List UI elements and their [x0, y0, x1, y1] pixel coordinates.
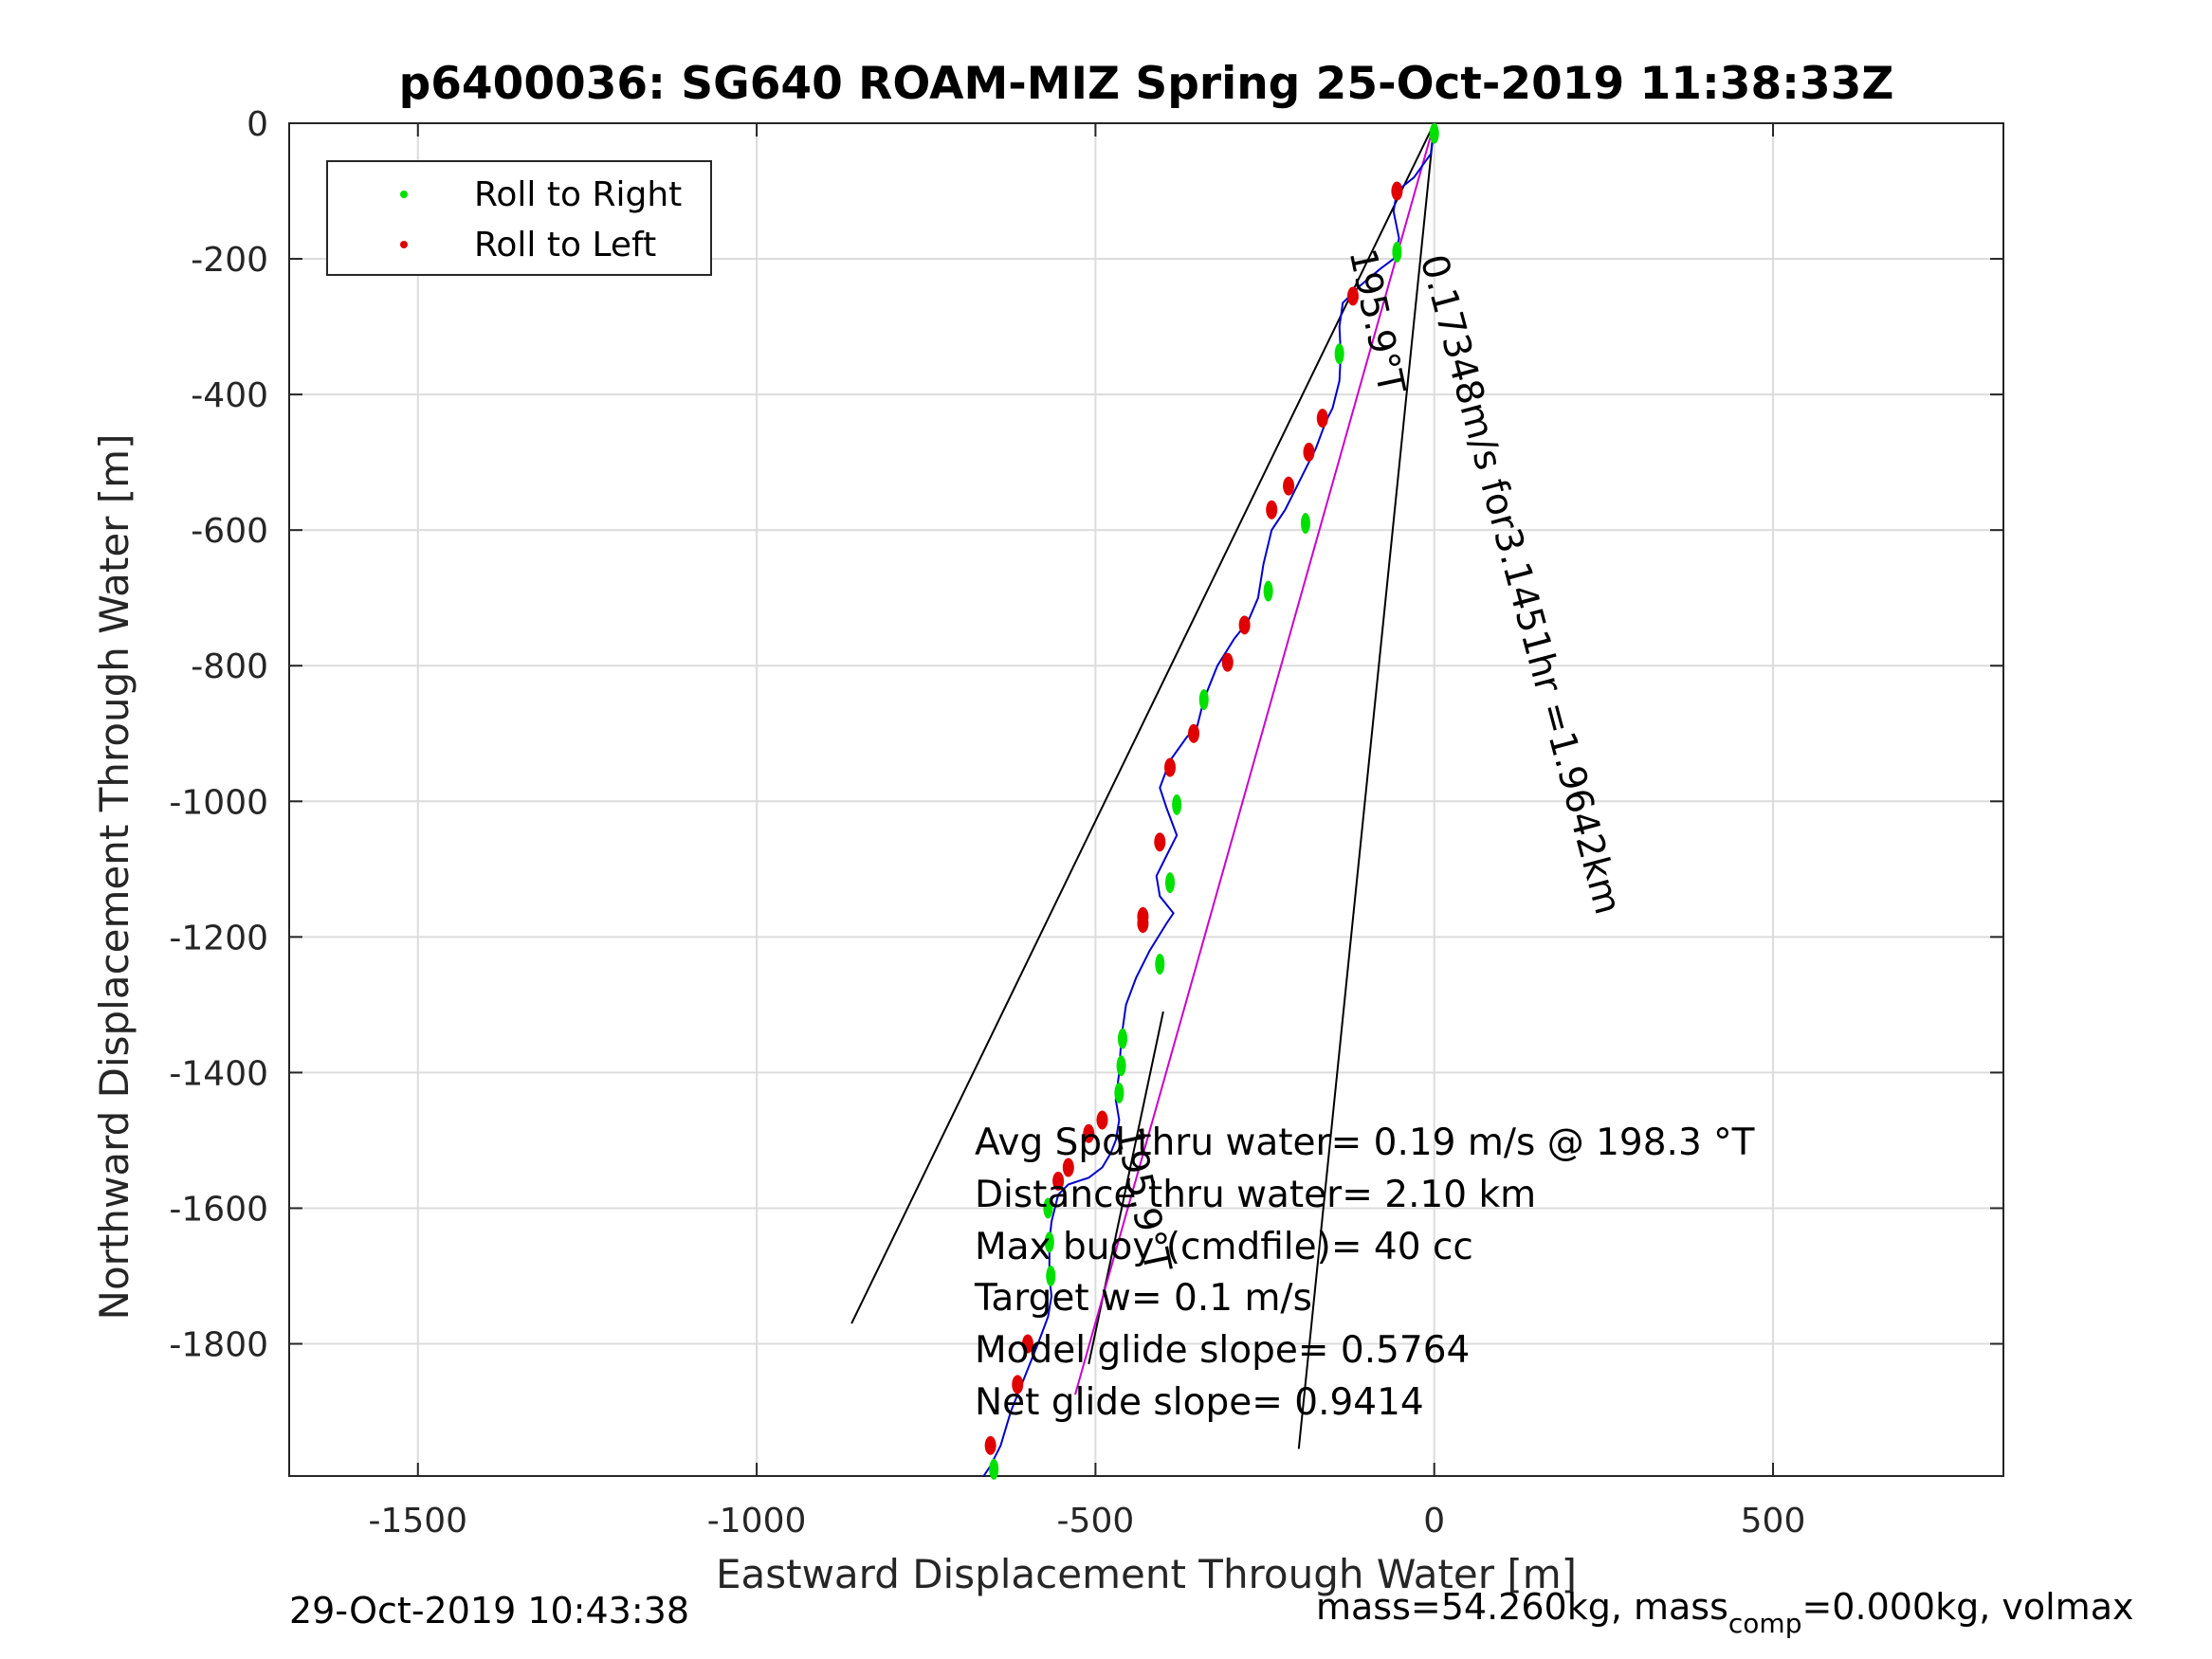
roll-left-point	[1316, 409, 1328, 428]
roll-right-point	[1429, 122, 1439, 144]
y-tick-label: -400	[191, 376, 268, 415]
roll-right-point	[1114, 1082, 1124, 1103]
model-glide-line	[1074, 122, 1435, 1395]
plot-area-frame	[288, 122, 2004, 1477]
roll-left-point	[1303, 442, 1315, 462]
roll-left-point	[1188, 723, 1200, 743]
y-tick-label: -800	[191, 647, 268, 686]
y-tick-label: -1400	[169, 1054, 268, 1093]
roll-right-point	[1116, 1055, 1126, 1077]
track-line	[982, 122, 1435, 1477]
roll-left-point	[1137, 914, 1149, 934]
annotation-target-w: Target w= 0.1 m/s	[974, 1277, 1312, 1320]
roll-left-point	[1083, 1123, 1095, 1143]
y-tick-label: -600	[191, 512, 268, 551]
roll-left-point	[1164, 757, 1177, 777]
roll-left-point	[1238, 615, 1251, 635]
roll-right-point	[989, 1458, 999, 1480]
roll-right-point	[1155, 953, 1165, 975]
y-tick-label: 0	[247, 105, 268, 144]
legend: Roll to Right Roll to Left	[326, 160, 712, 276]
line-label: 0.17348m/s for3.1451hr =1.9642km	[1412, 250, 1629, 919]
roll-right-point	[1334, 343, 1344, 365]
y-tick-label: -1000	[169, 783, 268, 822]
x-axis-label: Eastward Displacement Through Water [m]	[716, 1551, 1577, 1597]
roll-left-point	[1266, 500, 1278, 520]
axis-ticks: -1500 -1000 -500 0 500 0 -200 -400 -600 -800 -1000…	[169, 105, 2003, 1540]
roll-right-point	[1263, 580, 1273, 602]
roll-left-point	[1052, 1171, 1065, 1191]
x-tick-label: -500	[1057, 1502, 1135, 1540]
footer-timestamp: 29-Oct-2019 10:43:38	[289, 1590, 689, 1632]
footer-mass-info: mass=54.260kg, masscomp=0.000kg, volmax	[1316, 1586, 2133, 1639]
legend-marker-roll-right	[400, 191, 408, 198]
roll-right-point	[1198, 688, 1209, 710]
x-tick-label: -1000	[707, 1502, 807, 1540]
y-axis-label: Northward Displacement Through Water [m]	[91, 434, 137, 1321]
footer-mass-suffix: =0.000kg, volmax	[1801, 1586, 2133, 1628]
roll-left-point	[1346, 286, 1359, 306]
x-tick-label: 500	[1741, 1502, 1806, 1540]
stats-annotations: Avg Spd thru water= 0.19 m/s @ 198.3 °T …	[974, 1121, 1755, 1424]
annotation-model-glide-slope: Model glide slope= 0.5764	[975, 1329, 1470, 1372]
annotation-distance: Distance thru water= 2.10 km	[975, 1174, 1536, 1216]
legend-box	[326, 160, 712, 276]
reference-line	[1297, 122, 1435, 1449]
roll-left-point	[1012, 1375, 1024, 1395]
roll-right-point	[1044, 1231, 1054, 1253]
roll-left-point	[1021, 1334, 1033, 1354]
line-label: 195.9°T	[1341, 246, 1413, 398]
annotation-avg-speed: Avg Spd thru water= 0.19 m/s @ 198.3 °T	[975, 1121, 1755, 1164]
roll-left-point	[984, 1435, 996, 1455]
roll-right-point	[1165, 872, 1176, 894]
roll-left-point	[1154, 832, 1166, 852]
roll-right-point	[1300, 513, 1310, 535]
y-tick-label: -1600	[169, 1190, 268, 1229]
x-tick-label: -1500	[368, 1502, 467, 1540]
chart-title: p6400036: SG640 ROAM-MIZ Spring 25-Oct-2…	[399, 58, 1894, 110]
y-tick-label: -1200	[169, 919, 268, 957]
reference-line	[850, 122, 1435, 1324]
legend-label-roll-right: Roll to Right	[474, 175, 682, 214]
roll-left-point	[1283, 476, 1295, 496]
footer-mass-prefix: mass=54.260kg, mass	[1316, 1586, 1728, 1628]
x-tick-label: 0	[1423, 1502, 1445, 1540]
roll-right-point	[1043, 1197, 1053, 1219]
footer-mass-subscript: comp	[1728, 1608, 1802, 1639]
roll-left-point	[1221, 652, 1234, 672]
roll-left-point	[1096, 1110, 1108, 1130]
roll-left-point	[1391, 181, 1403, 201]
roll-right-point	[1046, 1265, 1056, 1286]
roll-right-point	[1172, 793, 1182, 815]
roll-right-point	[1392, 241, 1402, 263]
y-tick-label: -1800	[169, 1326, 268, 1365]
roll-left-point	[1062, 1158, 1074, 1177]
roll-right-point	[1117, 1028, 1127, 1049]
annotation-net-glide-slope: Net glide slope= 0.9414	[975, 1381, 1424, 1424]
y-tick-label: -200	[191, 241, 268, 280]
legend-label-roll-left: Roll to Left	[474, 226, 656, 264]
legend-marker-roll-left	[400, 241, 408, 248]
annotation-max-buoy: Max buoy (cmdfile)= 40 cc	[975, 1226, 1473, 1268]
